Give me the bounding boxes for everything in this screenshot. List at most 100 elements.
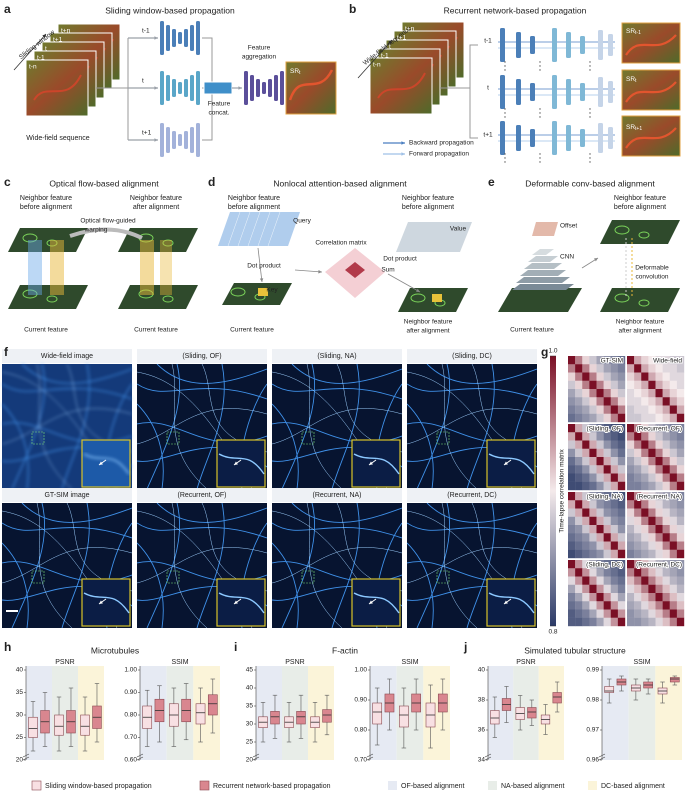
- heatmap-cell: [676, 432, 685, 441]
- heatmap-cell: [669, 405, 678, 414]
- heatmap-cell: [669, 549, 678, 559]
- heatmap-cell: [575, 364, 583, 373]
- network-layer: [190, 25, 194, 51]
- heatmap-cell: [596, 525, 604, 534]
- heatmap-cell: [568, 508, 576, 517]
- heatmap-cell: [669, 389, 678, 398]
- heatmap-cell: [603, 389, 611, 398]
- heatmap-cell: [603, 473, 611, 482]
- heatmap-cell: [596, 372, 604, 381]
- heatmap-cell: [634, 440, 642, 449]
- subplot-title: PSNR: [285, 659, 304, 666]
- annotation: CNN: [560, 254, 574, 261]
- panel-letter: e: [488, 175, 495, 189]
- matrix-label: (Recurrent, OF): [636, 426, 682, 433]
- output-label: SR: [626, 124, 635, 131]
- matrix-label: (Sliding, DC): [586, 562, 623, 569]
- heatmap-cell: [655, 500, 663, 509]
- heatmap-cell: [676, 440, 685, 449]
- heatmap-cell: [669, 457, 678, 466]
- annotation: Current feature: [230, 327, 274, 334]
- arrow: [294, 269, 323, 273]
- heatmap-cell: [589, 533, 597, 542]
- heatmap-cell: [596, 568, 604, 577]
- heatmap-cell: [627, 432, 635, 441]
- panel-title: Recurrent network-based propagation: [444, 5, 587, 15]
- network-layer: [500, 121, 505, 155]
- cell-outline: [410, 293, 426, 303]
- heatmap-cell: [589, 601, 597, 610]
- heatmap-cell: [634, 508, 642, 517]
- arrow: [13, 33, 47, 71]
- heatmap-cell: [676, 356, 685, 365]
- heatmap-cell: [648, 576, 656, 585]
- inset-filament: [83, 453, 130, 475]
- network-layer: [608, 81, 613, 103]
- image-title: (Recurrent, OF): [177, 492, 226, 499]
- heatmap-cell: [648, 609, 656, 618]
- panel-title: Optical flow-based alignment: [49, 178, 159, 188]
- heatmap-cell: [582, 560, 590, 569]
- ellipsis-dot: [539, 153, 541, 155]
- network-layer: [178, 82, 182, 94]
- output-image: [621, 69, 681, 111]
- query-plane: [218, 212, 300, 246]
- heatmap-cell: [676, 609, 685, 618]
- heatmap-cell: [648, 568, 656, 577]
- heatmap-cell: [596, 364, 604, 373]
- heatmap-cell: [617, 440, 626, 449]
- heatmap-cell: [655, 508, 663, 517]
- y-tick-label: 1.00: [124, 667, 137, 674]
- arrowhead: [42, 34, 46, 38]
- legend-label: Backward propagation: [409, 140, 474, 147]
- heatmap-cell: [634, 525, 642, 534]
- arrow: [257, 247, 263, 283]
- heatmap-cell: [610, 465, 619, 474]
- heatmap-cell: [641, 405, 649, 414]
- heatmap-cell: [669, 516, 678, 526]
- inset-filament: [353, 453, 400, 475]
- heatmap-cell: [603, 424, 611, 433]
- heatmap-cell: [641, 568, 649, 577]
- heatmap-cell: [617, 560, 626, 569]
- heatmap-cell: [568, 413, 576, 423]
- heatmap-cell: [610, 448, 619, 458]
- heatmap-cell: [669, 576, 678, 585]
- heatmap-cell: [634, 601, 642, 610]
- heatmap-cell: [568, 525, 576, 534]
- heatmap-cell: [575, 549, 583, 559]
- heatmap-cell: [582, 380, 590, 390]
- heatmap-cell: [603, 372, 611, 381]
- branch-label: t: [142, 78, 144, 85]
- matrix-label: (Recurrent, NA): [636, 494, 682, 501]
- heatmap-cell: [575, 432, 583, 441]
- row-label: t-1: [484, 38, 492, 45]
- heatmap-cell: [641, 448, 649, 458]
- output-sub: t-1: [635, 30, 641, 36]
- y-tick-label: 0.70: [354, 757, 367, 764]
- network-layer: [172, 29, 176, 47]
- annotation: Neighbor feature: [404, 319, 453, 326]
- annotation: Correlation matrix: [315, 240, 367, 247]
- network-layer: [166, 75, 170, 101]
- heatmap-cell: [596, 465, 604, 474]
- heatmap-cell: [669, 609, 678, 618]
- arrowhead: [504, 600, 508, 604]
- heatmap-cell: [568, 500, 576, 509]
- heatmap-cell: [662, 440, 670, 449]
- annotation: Current feature: [510, 327, 554, 334]
- heatmap-cell: [676, 568, 685, 577]
- network-layer: [166, 127, 170, 153]
- annotation: Neighbor feature: [616, 319, 665, 326]
- heatmap-cell: [641, 356, 649, 365]
- heatmap-cell: [596, 500, 604, 509]
- heatmap-cell: [662, 397, 670, 406]
- heatmap-cell: [596, 448, 604, 458]
- heatmap-cell: [589, 405, 597, 414]
- heatmap-cell: [655, 609, 663, 618]
- heatmap-cell: [596, 601, 604, 610]
- heatmap-cell: [655, 364, 663, 373]
- flow-column: [160, 240, 172, 295]
- heatmap-cell: [596, 593, 604, 602]
- annotation: Query: [293, 218, 311, 225]
